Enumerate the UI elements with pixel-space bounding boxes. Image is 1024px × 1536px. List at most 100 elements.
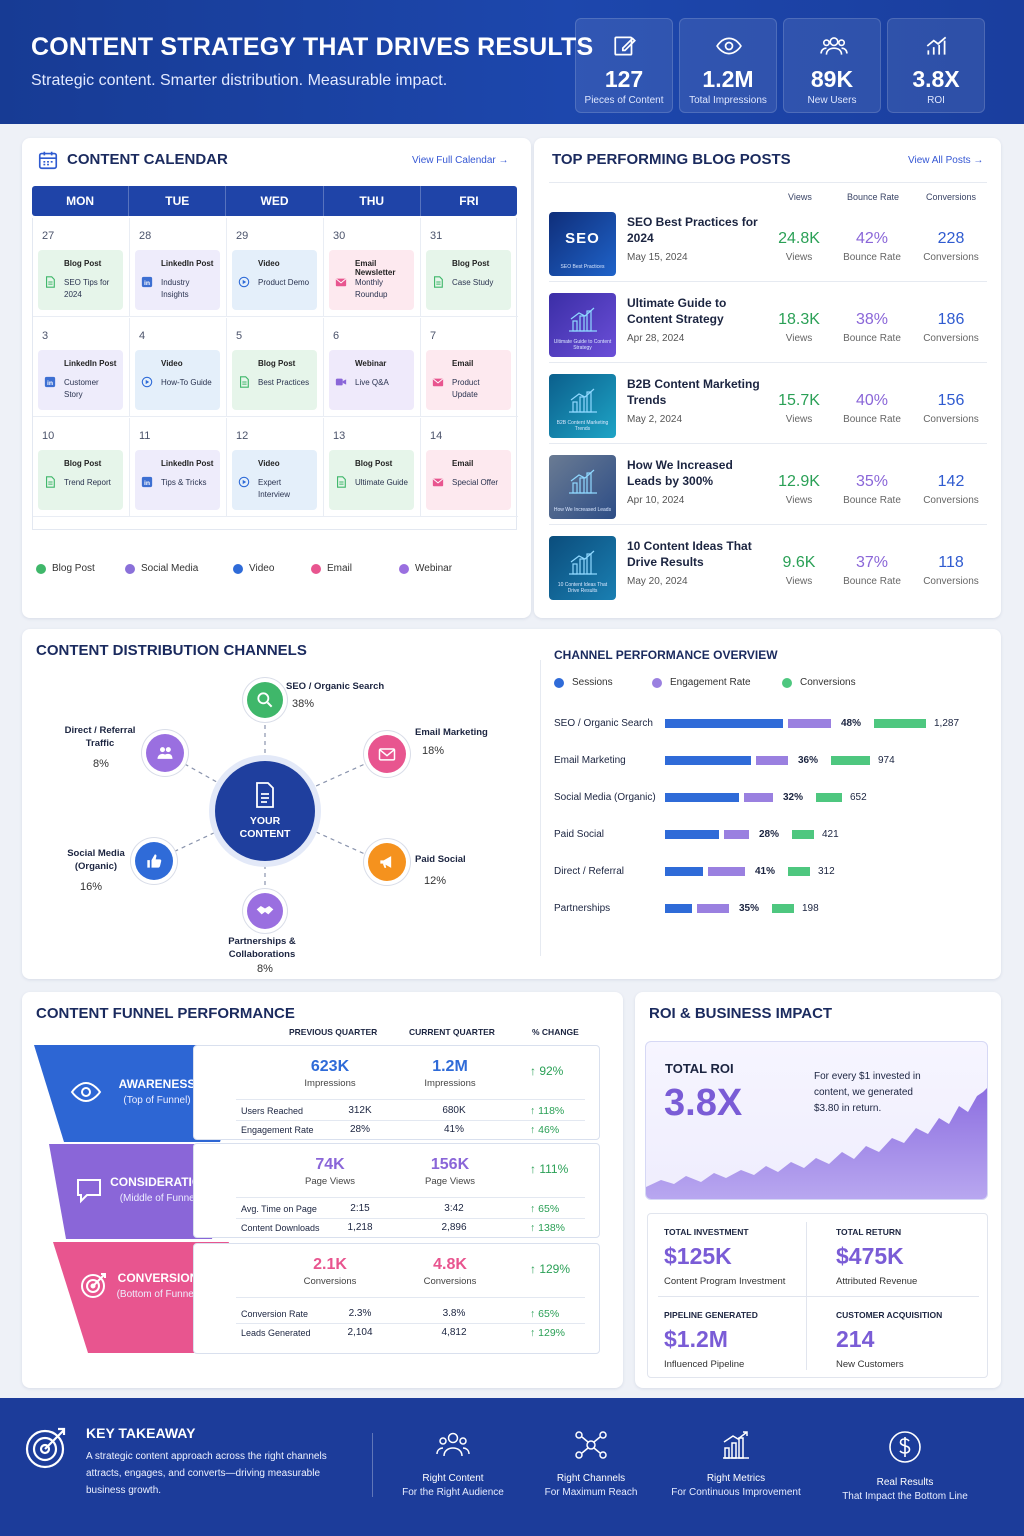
engagement-bar <box>708 867 745 876</box>
divider <box>540 660 541 956</box>
event-description: Product Update <box>452 378 480 399</box>
channel-node[interactable] <box>146 734 184 772</box>
calendar-title: CONTENT CALENDAR <box>67 151 228 168</box>
channel-node[interactable] <box>135 842 173 880</box>
calendar-event[interactable]: in LinkedIn Post Customer Story <box>38 350 123 410</box>
calendar-event[interactable]: Video Expert Interview <box>232 450 317 510</box>
conversions-value: 421 <box>822 829 839 840</box>
event-description: Expert Interview <box>258 478 291 499</box>
percent-change: ↑ 92% <box>530 1064 564 1078</box>
metric-label: Conversions <box>423 1276 477 1287</box>
svg-text:in: in <box>47 380 53 387</box>
metric-value: 15.7K <box>778 392 820 409</box>
envelope-icon <box>432 478 444 487</box>
sub-metric-change: ↑ 65% <box>530 1203 560 1215</box>
calendar-event[interactable]: Blog Post Best Practices <box>232 350 317 410</box>
calendar-event[interactable]: Webinar Live Q&A <box>329 350 414 410</box>
channel-node[interactable] <box>368 735 406 773</box>
event-type: Video <box>161 359 183 368</box>
legend-label: Engagement Rate <box>670 677 751 688</box>
column-header-views: Views <box>788 192 812 202</box>
metric-label: Bounce Rate <box>843 495 901 506</box>
day-number: 14 <box>430 430 443 442</box>
view-all-posts-link[interactable]: View All Posts → <box>908 155 984 166</box>
metric-label: Views <box>785 414 813 425</box>
calendar-event[interactable]: in LinkedIn Post Industry Insights <box>135 250 220 310</box>
sub-metric-previous: 1,218 <box>347 1222 373 1233</box>
column-header-previous: PREVIOUS QUARTER <box>289 1027 378 1037</box>
blog-post-row[interactable]: 10 Content Ideas That Drive Results 10 Co… <box>549 526 987 606</box>
legend-item: Blog Post <box>36 563 95 574</box>
footer-item-sub: For Continuous Improvement <box>671 1487 801 1498</box>
footer-banner <box>0 1398 1024 1536</box>
post-metric-conversions: 142 Conversions <box>911 473 991 506</box>
channel-share: 8% <box>257 963 273 975</box>
column-header-current: CURRENT QUARTER <box>409 1027 495 1037</box>
calendar-event[interactable]: Video Product Demo <box>232 250 317 310</box>
divider <box>372 1433 373 1497</box>
blog-post-row[interactable]: How We Increased Leads How We Increased L… <box>549 445 987 525</box>
metric-value: 12.9K <box>778 473 820 490</box>
calendar-event[interactable]: Email Newsletter Monthly Roundup <box>329 250 414 310</box>
sub-metric-label: Engagement Rate <box>241 1125 314 1135</box>
blog-post-row[interactable]: B2B Content Marketing Trends B2B Content … <box>549 364 987 444</box>
megaphone-icon <box>380 856 392 868</box>
sub-metric-change: ↑ 138% <box>530 1222 566 1234</box>
view-full-calendar-link[interactable]: View Full Calendar → <box>412 155 509 166</box>
event-type: Blog Post <box>355 459 393 468</box>
sub-metric-current: 4,812 <box>441 1327 467 1338</box>
blog-post-row[interactable]: Ultimate Guide to Content Strategy Ultima… <box>549 283 987 363</box>
takeaway-text: A strategic content approach across the … <box>86 1451 327 1496</box>
channel-row: Partnerships 35% 198 <box>554 903 974 917</box>
footer-item-title: Right Content <box>422 1473 484 1484</box>
post-thumbnail: Ultimate Guide to Content Strategy <box>549 293 616 357</box>
engagement-value: 48% <box>841 718 862 729</box>
event-description: Tips & Tricks <box>161 478 207 487</box>
calendar-event[interactable]: Email Special Offer <box>426 450 511 510</box>
divider <box>236 1197 585 1198</box>
sessions-bar <box>665 719 783 728</box>
calendar-event[interactable]: Blog Post Ultimate Guide <box>329 450 414 510</box>
target-icon <box>81 1273 106 1298</box>
network-icon <box>575 1431 607 1459</box>
event-description: Live Q&A <box>355 378 389 387</box>
sub-metric-previous: 2,104 <box>347 1327 373 1338</box>
legend-label: Email <box>327 563 353 574</box>
channel-node[interactable] <box>247 893 283 929</box>
post-metric-conversions: 156 Conversions <box>911 392 991 425</box>
stage-sub: (Middle of Funnel) <box>119 1193 201 1204</box>
kpi-label: ROI <box>927 95 945 106</box>
metric-value: 142 <box>937 473 965 490</box>
metric-label: Views <box>785 495 813 506</box>
channel-node[interactable] <box>247 682 283 718</box>
svg-text:in: in <box>144 480 150 487</box>
engagement-bar <box>744 793 773 802</box>
kpi-value: 89K <box>810 66 854 92</box>
footer-item-channels: Right Channels For Maximum Reach <box>516 1430 666 1498</box>
post-title: Ultimate Guide to Content Strategy <box>627 296 727 326</box>
calendar-event[interactable]: Email Product Update <box>426 350 511 410</box>
kpi-value: 127 <box>604 66 644 92</box>
channel-name: Partnerships <box>554 903 611 914</box>
event-description: Best Practices <box>258 378 310 387</box>
calendar-event[interactable]: Video How-To Guide <box>135 350 220 410</box>
stat-head: CUSTOMER ACQUISITION <box>836 1310 943 1320</box>
total-roi-note: For every $1 invested in content, we gen… <box>814 1071 921 1114</box>
analytics-graphic-icon <box>569 388 597 413</box>
event-description: Monthly Roundup <box>355 278 388 299</box>
calendar-event[interactable]: Blog Post Case Study <box>426 250 511 310</box>
footer-item-metrics: Right Metrics For Continuous Improvement <box>661 1430 811 1498</box>
legend-swatch <box>311 563 321 574</box>
calendar-event[interactable]: Blog Post SEO Tips for 2024 <box>38 250 123 310</box>
percent-change: ↑ 129% <box>530 1262 571 1276</box>
post-metric-bounce: 38% Bounce Rate <box>832 311 912 344</box>
metric-value: 42% <box>855 230 889 247</box>
blog-post-row[interactable]: SEO SEO Best Practices SEO Best Practices … <box>549 202 987 282</box>
calendar-event[interactable]: Blog Post Trend Report <box>38 450 123 510</box>
calendar-event[interactable]: in LinkedIn Post Tips & Tricks <box>135 450 220 510</box>
document-icon <box>337 476 346 488</box>
channel-node[interactable] <box>368 843 406 881</box>
event-type: Email <box>452 459 474 468</box>
sub-metric-current: 680K <box>442 1105 466 1116</box>
stat-sub: Influenced Pipeline <box>664 1359 745 1370</box>
